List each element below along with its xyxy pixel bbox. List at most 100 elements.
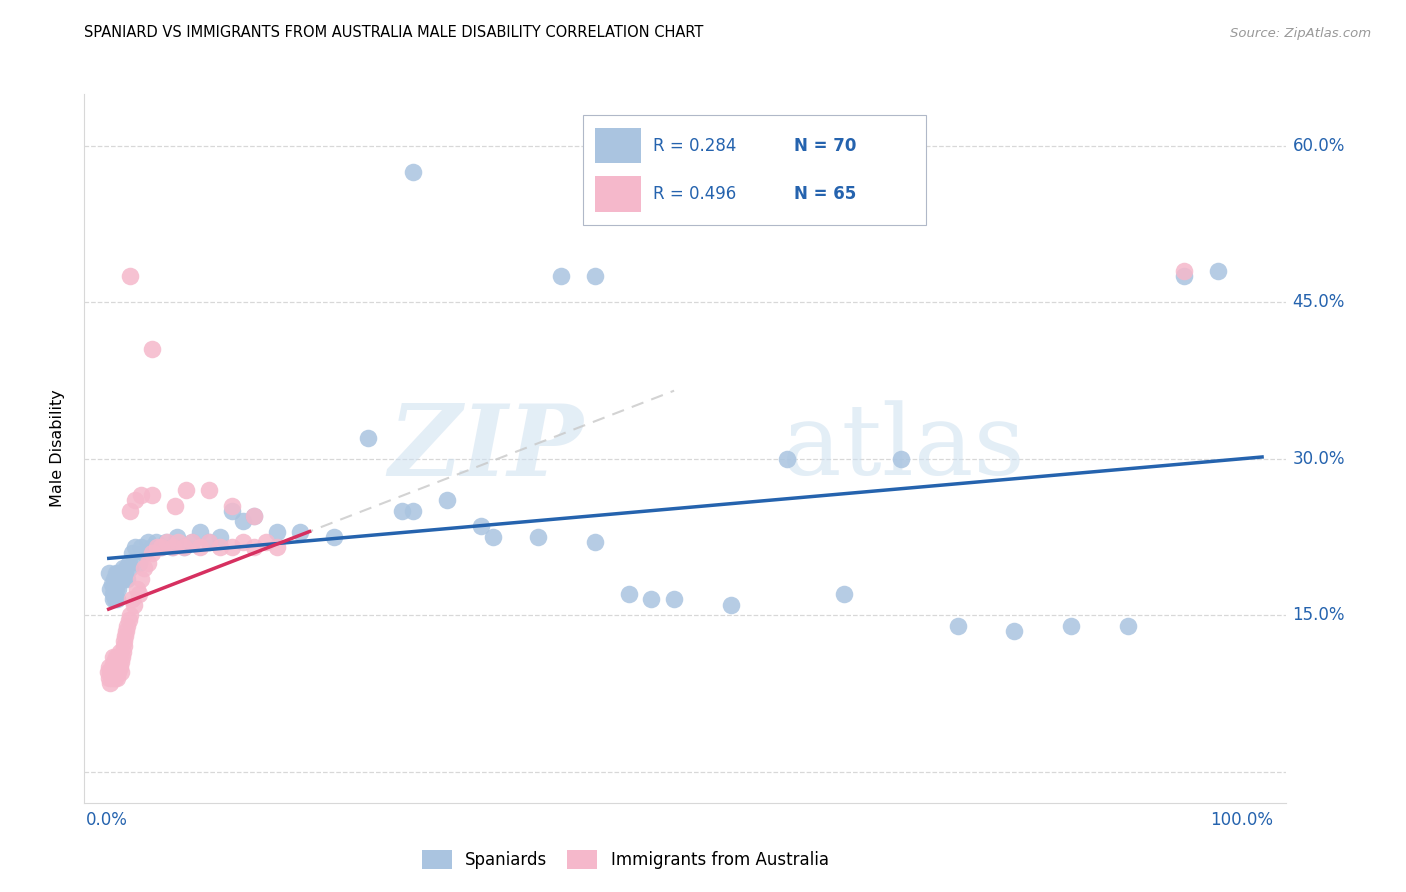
- Point: [110, 665, 132, 680]
- Point: [128, 556, 150, 570]
- Point: [118, 608, 141, 623]
- Point: [402, 504, 425, 518]
- Point: [110, 566, 132, 581]
- Point: [141, 541, 163, 555]
- Text: ZIP: ZIP: [388, 400, 583, 497]
- FancyBboxPatch shape: [583, 115, 927, 225]
- Text: N = 70: N = 70: [793, 136, 856, 154]
- Point: [243, 541, 266, 555]
- Point: [105, 660, 128, 674]
- Point: [662, 592, 685, 607]
- Point: [134, 545, 156, 559]
- Point: [98, 566, 121, 581]
- Point: [104, 576, 127, 591]
- Point: [107, 665, 129, 680]
- Point: [107, 582, 129, 596]
- Point: [105, 665, 128, 680]
- Point: [832, 587, 855, 601]
- Point: [141, 342, 163, 356]
- Point: [117, 556, 139, 570]
- Point: [156, 535, 179, 549]
- FancyBboxPatch shape: [595, 177, 641, 211]
- Point: [266, 524, 288, 539]
- Point: [104, 660, 127, 674]
- Point: [288, 524, 311, 539]
- Point: [136, 535, 159, 549]
- Point: [118, 561, 141, 575]
- Point: [98, 660, 121, 674]
- Point: [128, 587, 150, 601]
- Point: [946, 618, 969, 632]
- Point: [104, 671, 127, 685]
- Text: R = 0.284: R = 0.284: [652, 136, 737, 154]
- Point: [105, 592, 128, 607]
- Point: [617, 587, 640, 601]
- Point: [111, 649, 134, 664]
- Text: SPANIARD VS IMMIGRANTS FROM AUSTRALIA MALE DISABILITY CORRELATION CHART: SPANIARD VS IMMIGRANTS FROM AUSTRALIA MA…: [84, 25, 704, 40]
- FancyBboxPatch shape: [595, 128, 641, 163]
- Y-axis label: Male Disability: Male Disability: [51, 389, 65, 508]
- Point: [209, 530, 232, 544]
- Point: [117, 613, 139, 627]
- Point: [243, 508, 266, 523]
- Point: [108, 660, 131, 674]
- Point: [1060, 618, 1083, 632]
- Point: [101, 587, 124, 601]
- Point: [118, 269, 141, 284]
- Point: [111, 572, 134, 586]
- Point: [188, 541, 211, 555]
- Point: [103, 582, 125, 596]
- Point: [436, 493, 458, 508]
- Point: [890, 451, 912, 466]
- Point: [124, 493, 146, 508]
- Point: [209, 541, 232, 555]
- Text: N = 65: N = 65: [793, 185, 856, 203]
- Text: 45.0%: 45.0%: [1292, 293, 1346, 311]
- Point: [1208, 264, 1230, 278]
- Point: [181, 535, 204, 549]
- Point: [266, 541, 288, 555]
- Point: [114, 629, 136, 643]
- Point: [129, 488, 152, 502]
- Point: [583, 535, 606, 549]
- Point: [146, 541, 169, 555]
- Point: [122, 598, 145, 612]
- Point: [145, 535, 167, 549]
- Point: [108, 644, 131, 658]
- Point: [640, 592, 662, 607]
- Point: [121, 592, 143, 607]
- Point: [100, 582, 122, 596]
- Point: [111, 561, 134, 575]
- Point: [550, 269, 572, 284]
- Point: [112, 640, 135, 654]
- Text: R = 0.496: R = 0.496: [652, 185, 737, 203]
- Point: [108, 572, 131, 586]
- Point: [391, 504, 413, 518]
- Point: [322, 530, 344, 544]
- Point: [124, 541, 146, 555]
- Point: [112, 634, 135, 648]
- Point: [150, 541, 173, 555]
- Point: [776, 451, 799, 466]
- Point: [115, 561, 138, 575]
- Point: [115, 624, 138, 638]
- Point: [166, 530, 188, 544]
- Point: [114, 566, 136, 581]
- Point: [101, 592, 124, 607]
- Point: [105, 671, 128, 685]
- Point: [136, 556, 159, 570]
- Point: [181, 535, 204, 549]
- Point: [243, 508, 266, 523]
- Point: [121, 545, 143, 559]
- Point: [150, 541, 173, 555]
- Point: [165, 499, 187, 513]
- Point: [1116, 618, 1139, 632]
- Point: [134, 561, 156, 575]
- Point: [221, 541, 243, 555]
- Point: [481, 530, 503, 544]
- Point: [117, 572, 139, 586]
- Point: [160, 541, 183, 555]
- Point: [221, 504, 243, 518]
- Text: 15.0%: 15.0%: [1292, 606, 1346, 624]
- Point: [583, 269, 606, 284]
